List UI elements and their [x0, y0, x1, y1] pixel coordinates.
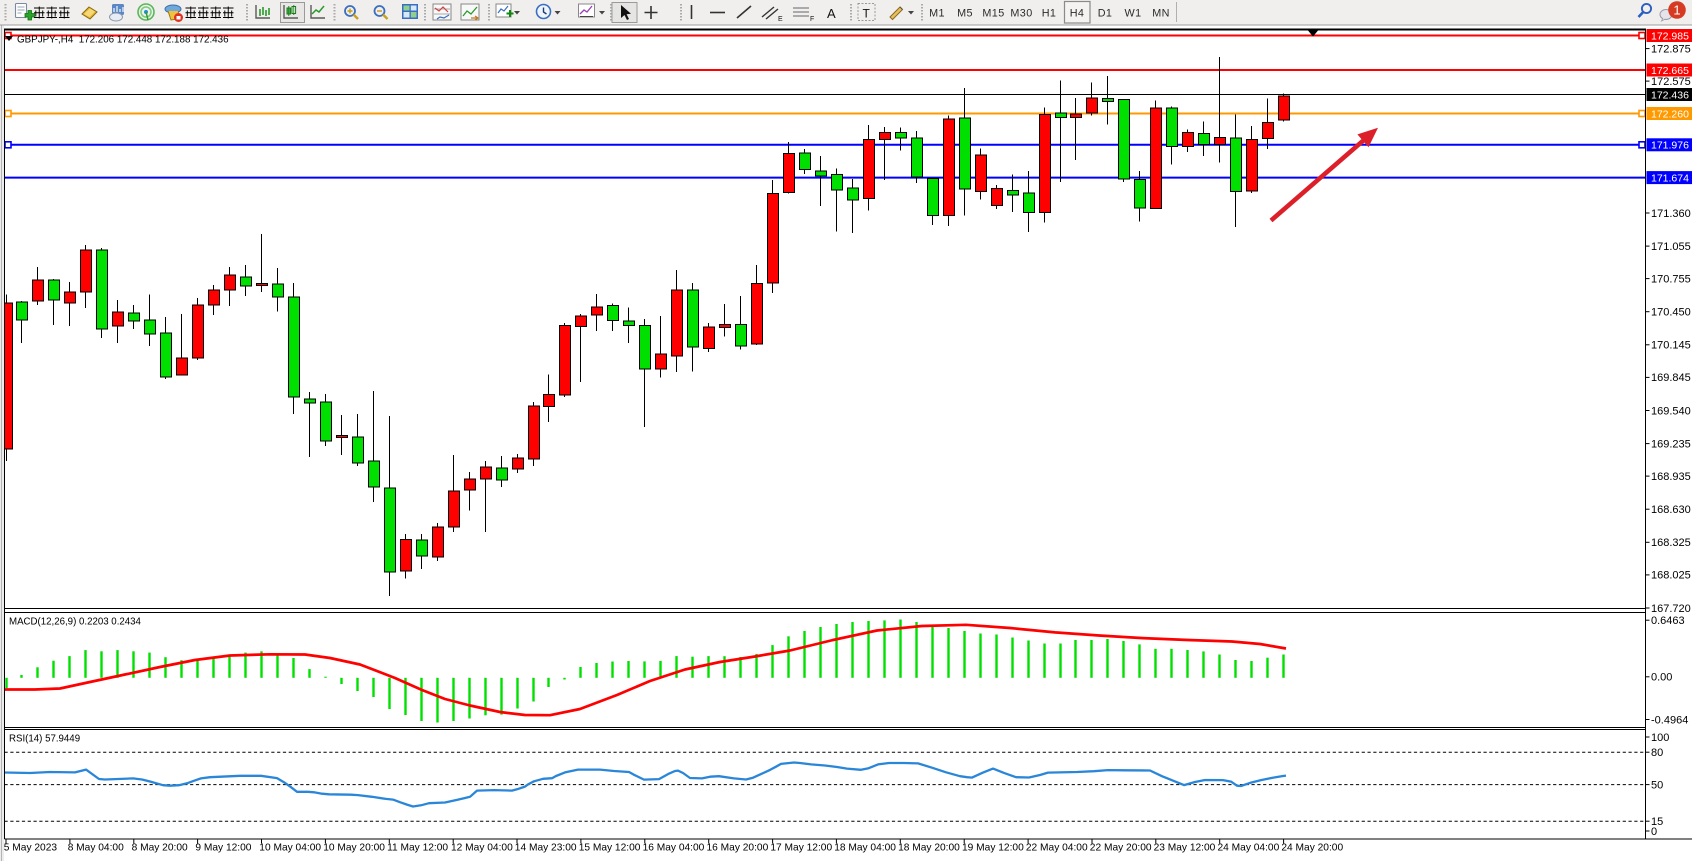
svg-text:8 May 20:00: 8 May 20:00 — [132, 843, 188, 854]
svg-text:168.025: 168.025 — [1651, 570, 1691, 582]
svg-text:18 May 20:00: 18 May 20:00 — [898, 843, 960, 854]
svg-text:168.630: 168.630 — [1651, 504, 1691, 516]
svg-text:MACD(12,26,9) 0.2203 0.2434: MACD(12,26,9) 0.2203 0.2434 — [9, 617, 142, 628]
svg-text:16 May 04:00: 16 May 04:00 — [643, 843, 705, 854]
svg-text:80: 80 — [1651, 747, 1663, 759]
svg-text:100: 100 — [1651, 732, 1669, 744]
svg-text:17 May 12:00: 17 May 12:00 — [770, 843, 832, 854]
svg-text:50: 50 — [1651, 779, 1663, 791]
svg-text:GBPJPY-,H4 172.206 172.448 17: GBPJPY-,H4 172.206 172.448 172.188 172.4… — [17, 35, 229, 46]
svg-text:172.260: 172.260 — [1651, 108, 1689, 120]
svg-text:15: 15 — [1651, 816, 1663, 828]
svg-text:170.450: 170.450 — [1651, 307, 1691, 319]
svg-text:23 May 12:00: 23 May 12:00 — [1154, 843, 1216, 854]
svg-text:M1: M1 — [929, 8, 945, 20]
svg-text:0.00: 0.00 — [1651, 672, 1672, 684]
svg-text:F: F — [810, 16, 814, 23]
svg-text:10 May 20:00: 10 May 20:00 — [323, 843, 385, 854]
svg-text:RSI(14) 57.9449: RSI(14) 57.9449 — [9, 734, 80, 745]
svg-text:171.055: 171.055 — [1651, 241, 1691, 253]
svg-text:8 May 04:00: 8 May 04:00 — [68, 843, 124, 854]
svg-text:172.985: 172.985 — [1651, 30, 1689, 42]
svg-text:T: T — [863, 7, 871, 21]
svg-text:170.145: 170.145 — [1651, 340, 1691, 352]
svg-text:15 May 12:00: 15 May 12:00 — [579, 843, 641, 854]
svg-text:1: 1 — [1673, 3, 1680, 18]
svg-text:M15: M15 — [982, 8, 1004, 20]
svg-text:H1: H1 — [1042, 8, 1057, 20]
svg-text:MN: MN — [1152, 8, 1170, 20]
svg-text:170.755: 170.755 — [1651, 273, 1691, 285]
svg-text:9 May 12:00: 9 May 12:00 — [195, 843, 251, 854]
svg-text:22 May 04:00: 22 May 04:00 — [1026, 843, 1088, 854]
svg-text:-0.4964: -0.4964 — [1651, 714, 1688, 726]
svg-text:0.6463: 0.6463 — [1651, 615, 1685, 627]
svg-text:172.436: 172.436 — [1651, 89, 1689, 101]
svg-text:169.845: 169.845 — [1651, 372, 1691, 384]
svg-text:167.720: 167.720 — [1651, 603, 1691, 615]
svg-text:172.875: 172.875 — [1651, 43, 1691, 55]
svg-text:22 May 20:00: 22 May 20:00 — [1090, 843, 1152, 854]
svg-text:H4: H4 — [1070, 8, 1085, 20]
svg-text:171.976: 171.976 — [1651, 140, 1689, 152]
svg-text:19 May 12:00: 19 May 12:00 — [962, 843, 1024, 854]
svg-text:18 May 04:00: 18 May 04:00 — [834, 843, 896, 854]
svg-text:11 May 12:00: 11 May 12:00 — [387, 843, 448, 854]
svg-text:M30: M30 — [1010, 8, 1032, 20]
svg-text:0: 0 — [1651, 826, 1657, 838]
svg-text:168.935: 168.935 — [1651, 471, 1691, 483]
svg-text:W1: W1 — [1125, 8, 1142, 20]
svg-text:12 May 04:00: 12 May 04:00 — [451, 843, 513, 854]
svg-text:D1: D1 — [1098, 8, 1113, 20]
svg-text:E: E — [778, 16, 783, 23]
svg-text:172.575: 172.575 — [1651, 76, 1691, 88]
svg-text:24 May 20:00: 24 May 20:00 — [1281, 843, 1343, 854]
svg-text:169.540: 169.540 — [1651, 405, 1691, 417]
svg-text:169.235: 169.235 — [1651, 438, 1691, 450]
svg-text:5 May 2023: 5 May 2023 — [4, 843, 58, 854]
svg-text:A: A — [827, 6, 836, 21]
svg-text:172.665: 172.665 — [1651, 65, 1689, 77]
svg-text:14 May 23:00: 14 May 23:00 — [515, 843, 577, 854]
svg-text:M5: M5 — [957, 8, 973, 20]
svg-text:24 May 04:00: 24 May 04:00 — [1218, 843, 1280, 854]
svg-text:16 May 20:00: 16 May 20:00 — [707, 843, 769, 854]
svg-text:171.674: 171.674 — [1651, 172, 1689, 184]
svg-text:10 May 04:00: 10 May 04:00 — [259, 843, 321, 854]
svg-text:171.360: 171.360 — [1651, 208, 1691, 220]
svg-text:168.325: 168.325 — [1651, 537, 1691, 549]
